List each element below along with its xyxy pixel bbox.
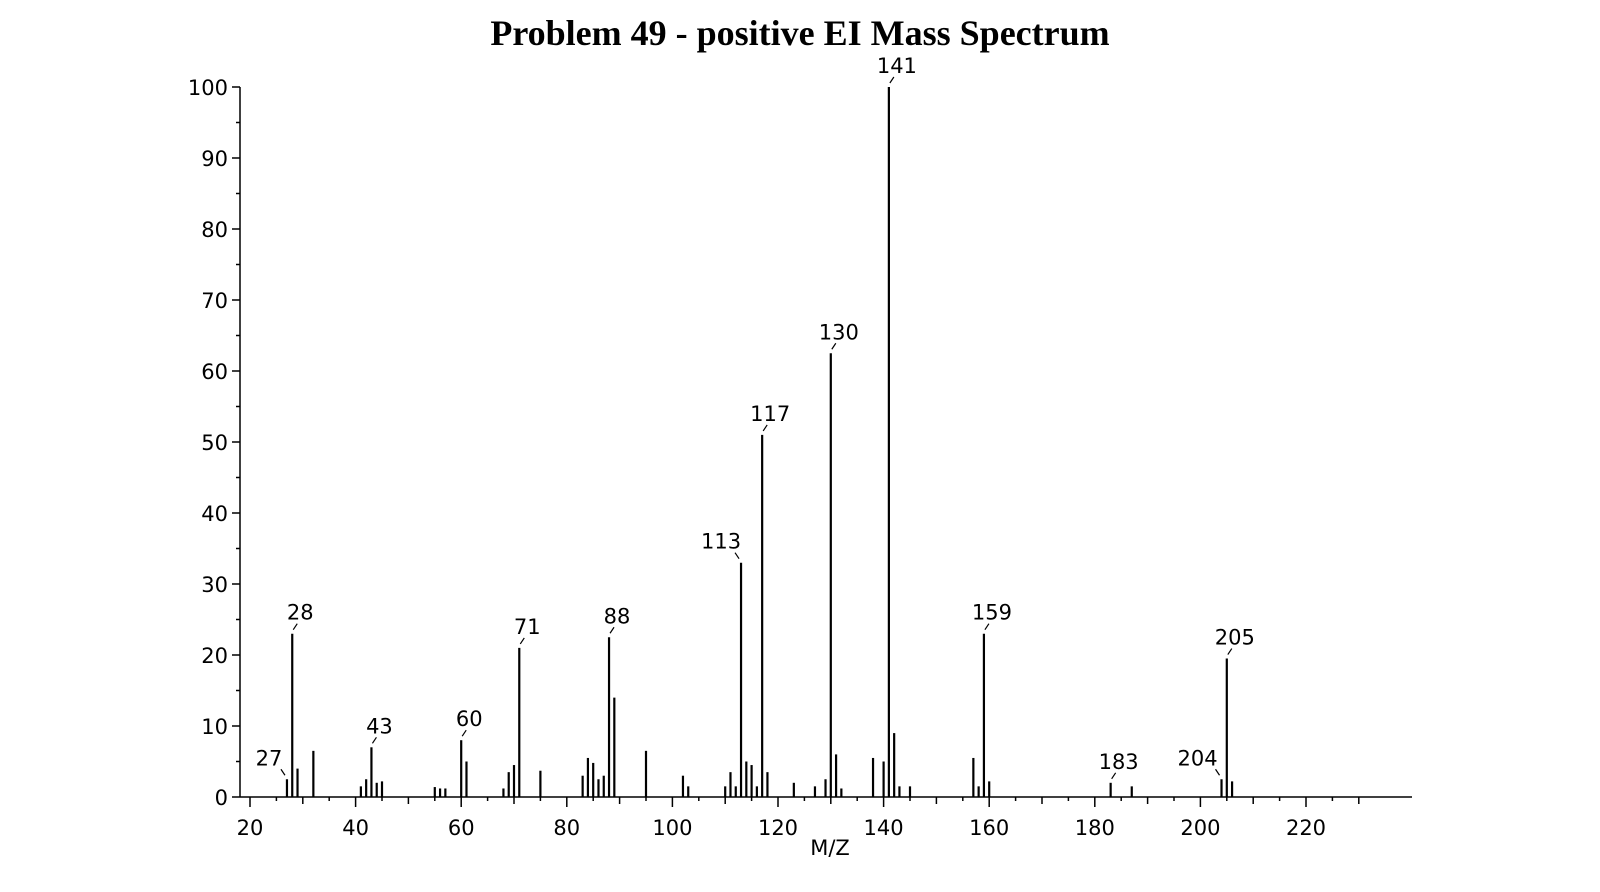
y-tick-label: 90 xyxy=(201,147,228,171)
x-tick-label: 40 xyxy=(342,816,369,840)
y-tick-label: 10 xyxy=(201,715,228,739)
y-tick-label: 40 xyxy=(201,502,228,526)
peak-label: 141 xyxy=(877,54,917,78)
peak-label-leader xyxy=(831,342,837,350)
peak-label: 43 xyxy=(366,714,393,738)
x-tick-label: 200 xyxy=(1180,816,1220,840)
peak-label-leader xyxy=(280,768,286,776)
peak-label: 204 xyxy=(1177,746,1217,770)
peak-label-leader xyxy=(371,736,377,744)
y-tick-label: 70 xyxy=(201,289,228,313)
peak-label-leader xyxy=(734,552,740,560)
x-tick-label: 20 xyxy=(237,816,264,840)
peak-label: 117 xyxy=(750,402,790,426)
x-axis-label: M/Z xyxy=(810,836,850,860)
peak-label: 88 xyxy=(604,604,631,628)
y-tick-label: 80 xyxy=(201,218,228,242)
peak-label: 27 xyxy=(256,746,283,770)
x-tick-label: 140 xyxy=(864,816,904,840)
peak-label-leader xyxy=(1227,648,1233,655)
peak-label-leader xyxy=(292,623,298,631)
peak-label-leader xyxy=(1111,772,1117,780)
peak-label-leader xyxy=(609,626,615,634)
x-tick-label: 180 xyxy=(1075,816,1115,840)
peak-label: 159 xyxy=(972,601,1012,625)
x-tick-label: 100 xyxy=(652,816,692,840)
y-tick-label: 60 xyxy=(201,360,228,384)
x-tick-label: 220 xyxy=(1286,816,1326,840)
y-tick-label: 20 xyxy=(201,644,228,668)
y-tick-label: 50 xyxy=(201,431,228,455)
peak-label-leader xyxy=(762,424,768,432)
peak-label: 205 xyxy=(1215,626,1255,650)
peak-label: 71 xyxy=(514,615,541,639)
peak-label-leader xyxy=(1215,768,1221,776)
peak-label: 113 xyxy=(701,530,741,554)
y-tick-label: 0 xyxy=(215,786,228,810)
x-tick-label: 120 xyxy=(758,816,798,840)
peak-label-leader xyxy=(889,76,895,84)
peak-label-leader xyxy=(461,729,467,737)
peak-label-leader xyxy=(984,623,990,631)
peak-labels: 27 28 43 60 71 88 113 117 130 141 159 183 204 205 xyxy=(256,54,1255,780)
x-tick-label: 60 xyxy=(448,816,475,840)
y-tick-label: 100 xyxy=(188,76,228,100)
peak-label: 130 xyxy=(819,320,859,344)
peak-label: 28 xyxy=(287,601,314,625)
peak-label-leader xyxy=(519,637,525,645)
x-tick-label: 160 xyxy=(969,816,1009,840)
peak-bars xyxy=(285,87,1234,797)
chart-title: Problem 49 - positive EI Mass Spectrum xyxy=(490,13,1110,53)
x-tick-label: 80 xyxy=(553,816,580,840)
y-tick-label: 30 xyxy=(201,573,228,597)
peak-label: 183 xyxy=(1099,750,1139,774)
peak-label: 60 xyxy=(456,707,483,731)
